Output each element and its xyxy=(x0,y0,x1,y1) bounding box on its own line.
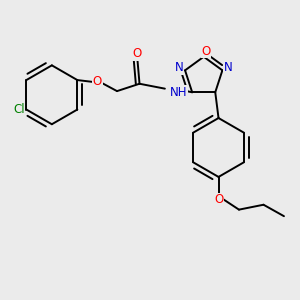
Text: O: O xyxy=(201,44,210,58)
Text: N: N xyxy=(224,61,233,74)
Text: O: O xyxy=(214,193,223,206)
Text: N: N xyxy=(175,61,184,74)
Text: Cl: Cl xyxy=(13,103,25,116)
Text: O: O xyxy=(93,75,102,88)
Text: O: O xyxy=(133,47,142,60)
Text: NH: NH xyxy=(170,86,187,99)
